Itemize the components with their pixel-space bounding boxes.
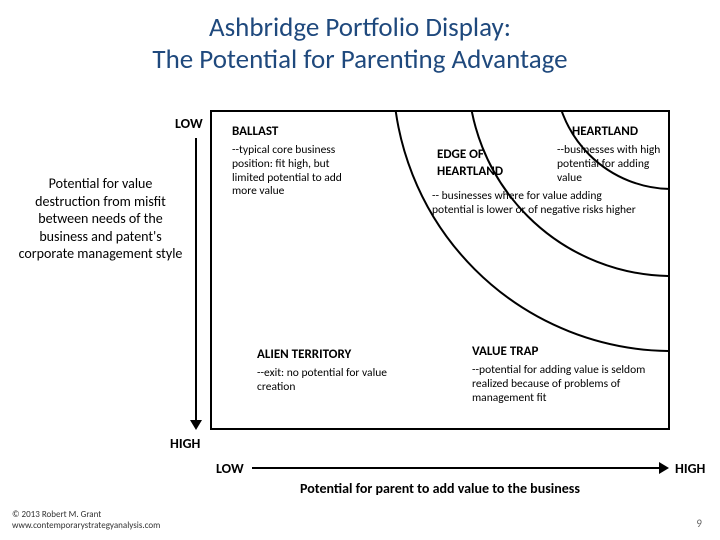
alien-desc: --exit: no potential for value creation [257, 367, 397, 395]
portfolio-matrix: BALLAST --typical core business position… [210, 110, 670, 430]
xaxis-caption: Potential for parent to add value to the… [210, 480, 670, 497]
yaxis-caption: Potential for value destruction from mis… [18, 175, 183, 263]
xaxis-low-label: LOW [216, 460, 244, 477]
footer-url: www.contemporarystrategyanalysis.com [12, 521, 160, 532]
footer: © 2013 Robert M. Grant www.contemporarys… [12, 510, 160, 532]
heartland-desc: --businesses with high potential for add… [557, 144, 667, 185]
alien-title: ALIEN TERRITORY [257, 347, 351, 362]
page-number: 9 [696, 517, 702, 530]
slide-title: Ashbridge Portfolio Display:The Potentia… [0, 0, 720, 83]
ballast-title: BALLAST [232, 124, 278, 139]
valuetrap-desc: --potential for adding value is seldom r… [472, 364, 657, 405]
valuetrap-title: VALUE TRAP [472, 344, 538, 359]
xaxis-arrow [252, 467, 667, 469]
edge-title: EDGE OF HEARTLAND [437, 147, 527, 181]
heartland-title: HEARTLAND [572, 124, 638, 139]
yaxis-arrow [195, 138, 197, 428]
yaxis-low-label: LOW [175, 115, 203, 132]
xaxis-high-label: HIGH [675, 460, 705, 477]
yaxis-high-label: HIGH [170, 435, 200, 452]
edge-desc: -- businesses where for value adding pot… [432, 190, 642, 218]
ballast-desc: --typical core business position: fit hi… [232, 144, 362, 199]
